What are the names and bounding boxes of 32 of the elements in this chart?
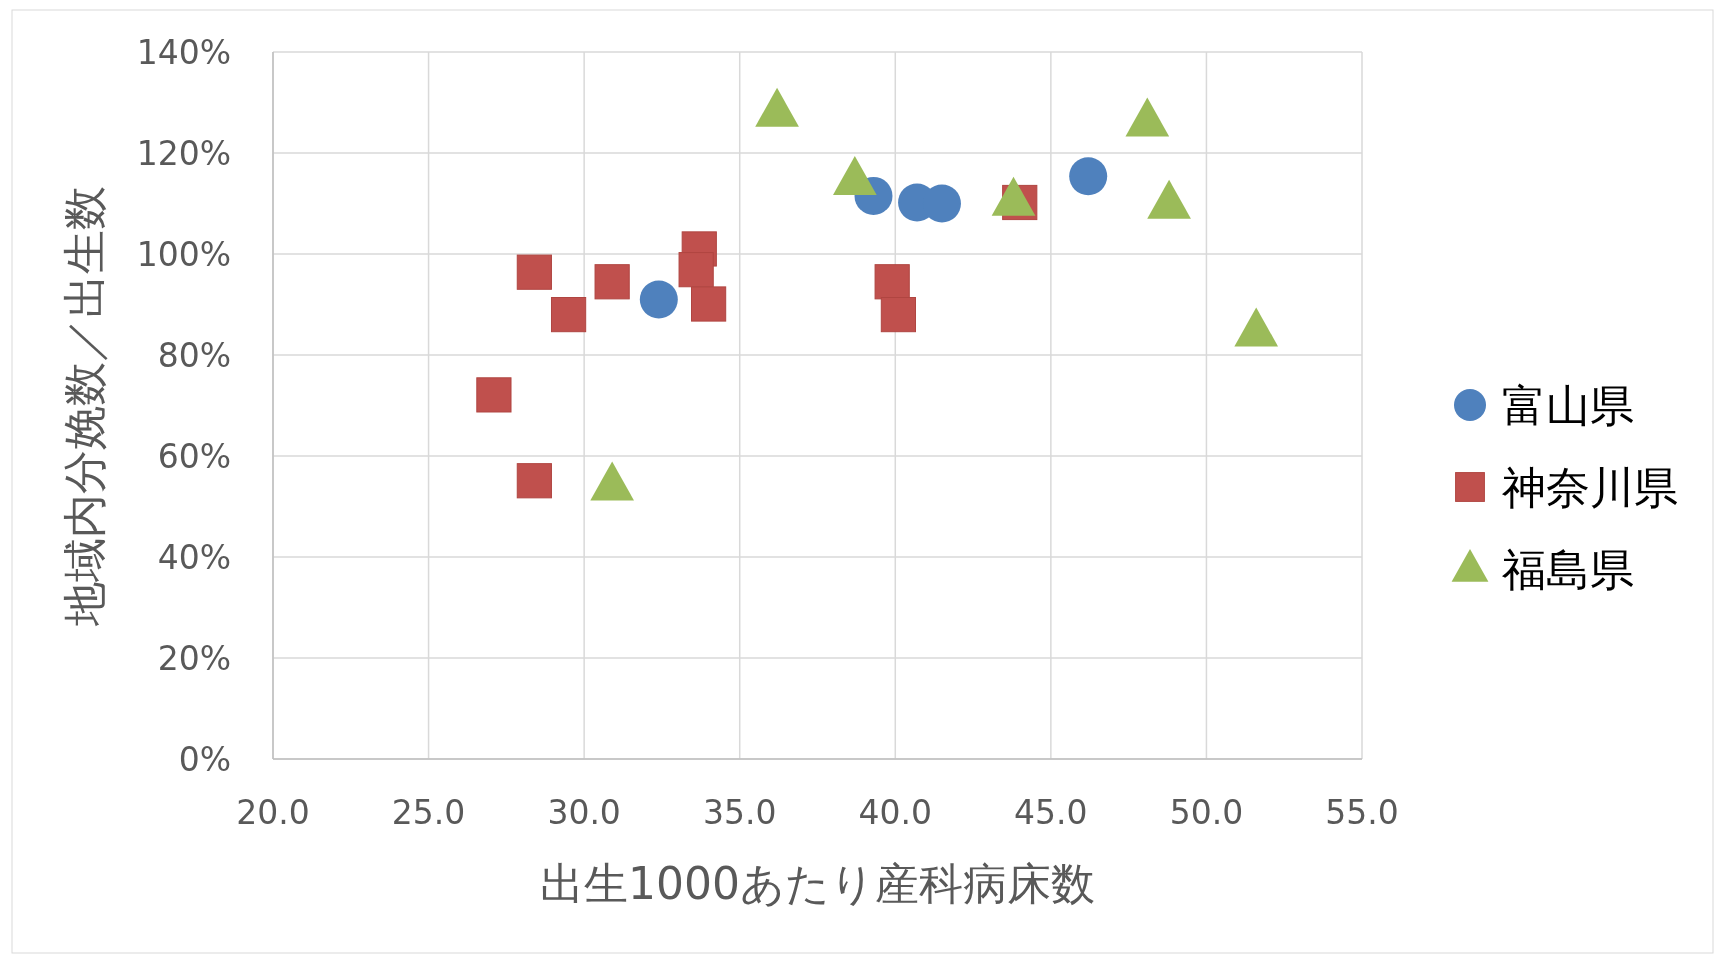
y-tick-label: 0%	[178, 740, 231, 779]
point	[594, 264, 630, 300]
point	[678, 252, 714, 288]
x-tick-label: 35.0	[702, 793, 777, 832]
x-tick-label: 30.0	[547, 793, 621, 832]
x-tick-label: 40.0	[858, 793, 933, 832]
point	[1069, 157, 1108, 196]
x-tick-label: 55.0	[1325, 793, 1399, 832]
legend-label: 福島県	[1502, 544, 1634, 595]
x-tick-label: 25.0	[391, 793, 466, 832]
point	[639, 280, 678, 319]
y-tick-label: 100%	[136, 235, 231, 274]
y-tick-label: 120%	[136, 134, 231, 173]
point	[874, 264, 910, 300]
point	[476, 377, 512, 413]
point	[691, 286, 727, 322]
y-tick-label: 140%	[136, 33, 231, 72]
x-tick-label: 20.0	[236, 793, 310, 832]
legend-label: 神奈川県	[1502, 462, 1678, 513]
point	[880, 297, 916, 333]
x-axis-title: 出生1000あたり産科病床数	[540, 858, 1095, 909]
y-tick-label: 20%	[157, 639, 231, 678]
y-tick-label: 60%	[157, 437, 231, 476]
y-tick-label: 40%	[157, 538, 231, 577]
legend-label: 富山県	[1502, 380, 1634, 431]
y-axis-title: 地域内分娩数／出生数	[59, 185, 110, 627]
point	[550, 297, 587, 333]
x-tick-label: 45.0	[1014, 793, 1088, 832]
point	[516, 254, 552, 290]
y-tick-label: 80%	[157, 336, 231, 375]
x-tick-label: 50.0	[1169, 793, 1244, 832]
point	[516, 463, 552, 499]
